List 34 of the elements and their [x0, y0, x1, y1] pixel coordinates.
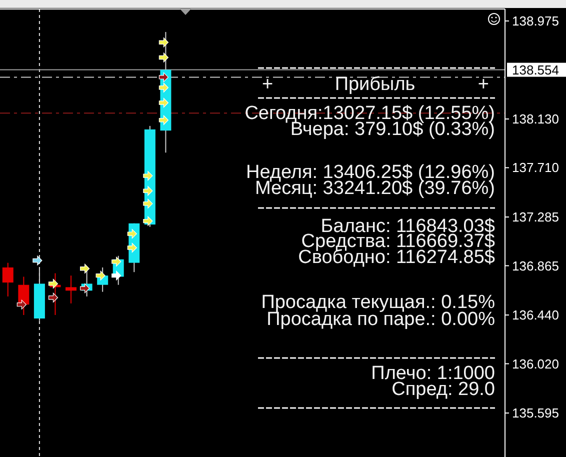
y-tick-label: 138.130 — [512, 112, 559, 127]
point — [48, 278, 58, 288]
point — [48, 292, 58, 302]
point — [80, 284, 90, 294]
point — [32, 256, 42, 266]
text: + Прибыль + — [262, 74, 489, 95]
y-tick-label: 136.440 — [512, 308, 559, 323]
point — [158, 72, 169, 82]
point — [96, 270, 106, 280]
candlestick — [66, 275, 77, 304]
point — [158, 38, 169, 48]
y-tick-label: 136.865 — [512, 258, 559, 274]
annotation: Спред: 29.0 — [392, 379, 495, 400]
point — [158, 98, 169, 108]
y-tick-label: 136.020 — [512, 356, 559, 372]
ref-line-label: 138.554 — [512, 62, 559, 78]
point — [158, 82, 169, 92]
point — [112, 256, 122, 266]
point — [143, 216, 153, 226]
point — [112, 270, 122, 280]
point — [127, 229, 137, 239]
y-tick-label: 138.975 — [512, 14, 559, 28]
point — [80, 264, 90, 274]
point — [158, 115, 169, 125]
y-tick-label: 137.285 — [512, 210, 559, 225]
annotation: Просадка текущая.: 0.15% — [261, 292, 496, 313]
point — [143, 186, 153, 196]
y-tick-label: 135.595 — [512, 406, 559, 421]
point — [158, 52, 169, 62]
y-tick-label: 137.710 — [512, 160, 559, 176]
point — [143, 171, 153, 181]
candlestick — [2, 262, 14, 297]
point — [143, 198, 153, 208]
point — [16, 300, 26, 310]
